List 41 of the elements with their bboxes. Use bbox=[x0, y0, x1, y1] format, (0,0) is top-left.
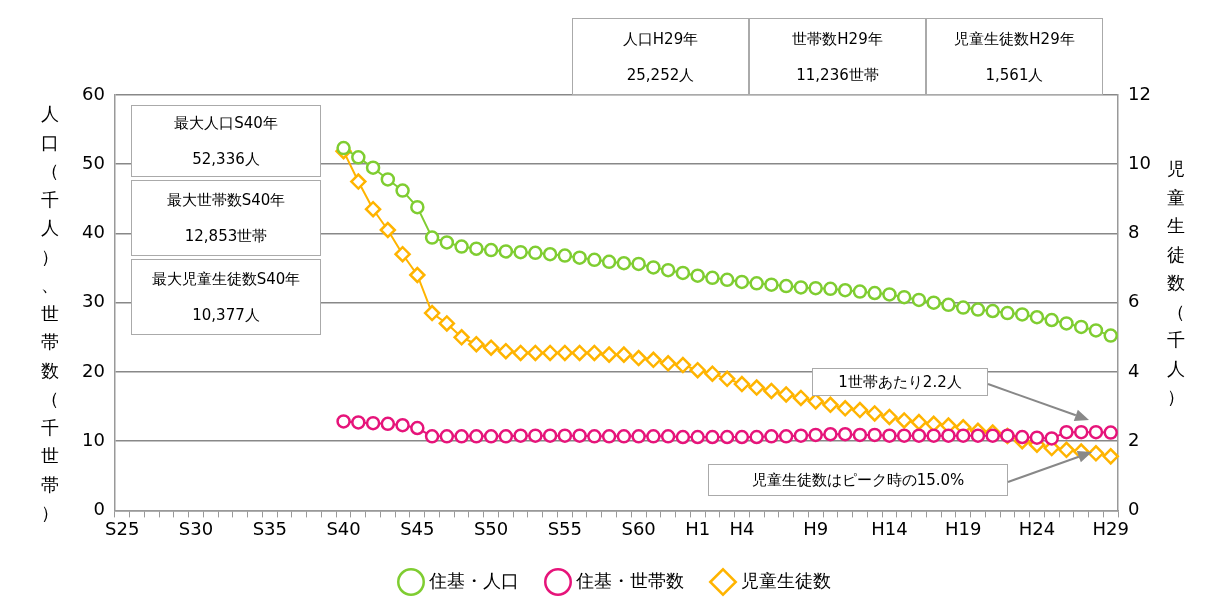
x-tick-label: S55 bbox=[547, 517, 583, 539]
y2-tick-label: 6 bbox=[1128, 290, 1140, 312]
note-box: 人口H29年 25,252人 bbox=[572, 18, 749, 95]
legend-label: 住基・人口 bbox=[428, 569, 519, 591]
y-tick-label: 60 bbox=[82, 82, 105, 104]
x-tick-label: S50 bbox=[473, 517, 509, 539]
note-box: 世帯数H29年 11,236世帯 bbox=[749, 18, 926, 95]
x-tick-label: H29 bbox=[1092, 517, 1129, 539]
note-box: 最大人口S40年 52,336人 bbox=[131, 105, 321, 177]
x-tick-label: H19 bbox=[944, 517, 982, 539]
y-tick-label: 50 bbox=[82, 151, 105, 173]
x-tick-label: H9 bbox=[803, 517, 829, 539]
y2-tick-label: 2 bbox=[1128, 428, 1140, 450]
x-tick-label: S60 bbox=[621, 517, 656, 539]
x-tick-label: S30 bbox=[178, 517, 214, 539]
legend-label: 児童生徒数 bbox=[741, 569, 831, 591]
y-tick-label: 30 bbox=[82, 290, 105, 312]
y2-tick-label: 10 bbox=[1128, 151, 1151, 173]
note-box: 最大児童生徒数S40年 10,377人 bbox=[131, 259, 321, 335]
note-box: 最大世帯数S40年 12,853世帯 bbox=[131, 180, 321, 256]
y-tick-label: 10 bbox=[82, 428, 105, 450]
x-tick-label: H24 bbox=[1018, 517, 1056, 539]
x-tick-label: S35 bbox=[252, 517, 287, 539]
y2-tick-label: 8 bbox=[1128, 221, 1140, 243]
y2-tick-label: 0 bbox=[1128, 498, 1140, 520]
y-tick-label: 0 bbox=[93, 498, 105, 520]
text: 人口（千人）、世帯数（千世帯） bbox=[41, 103, 59, 523]
x-tick-label: H14 bbox=[871, 517, 908, 539]
y2-tick-label: 4 bbox=[1128, 359, 1140, 381]
x-tick-label: S45 bbox=[400, 517, 435, 539]
x-tick-label: S25 bbox=[105, 517, 140, 539]
x-tick-label: H4 bbox=[729, 517, 755, 539]
note-box: 児童生徒数H29年 1,561人 bbox=[926, 18, 1103, 95]
text: 児童生徒数（千人） bbox=[1167, 158, 1185, 407]
x-tick-label: S40 bbox=[326, 517, 361, 539]
note-box: 児童生徒数はピーク時の15.0% bbox=[708, 464, 1008, 496]
y-tick-label: 40 bbox=[82, 221, 105, 243]
y2-tick-label: 12 bbox=[1128, 82, 1151, 104]
y-tick-label: 20 bbox=[82, 359, 105, 381]
legend-label: 住基・世帯数 bbox=[575, 569, 684, 591]
x-tick-label: H1 bbox=[685, 517, 711, 539]
